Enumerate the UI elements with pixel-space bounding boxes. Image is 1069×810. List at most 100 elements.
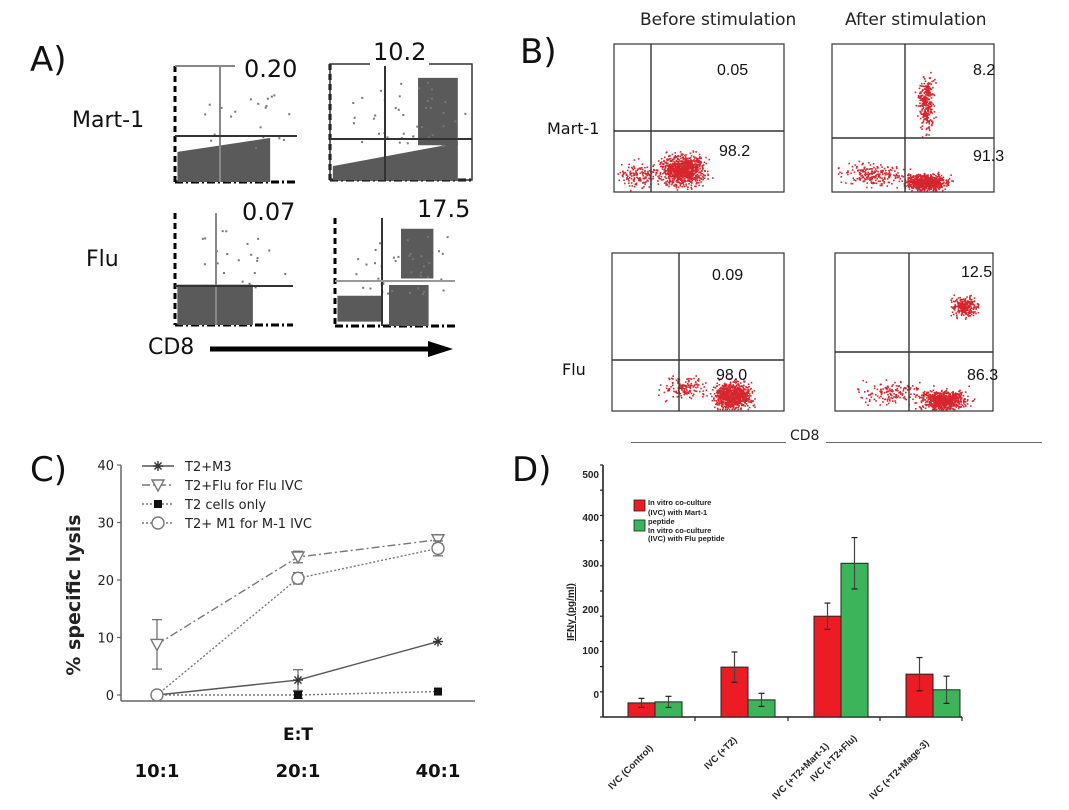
- event-dot: [683, 393, 686, 396]
- event-dot: [715, 395, 717, 398]
- y-axis-label: IFNγ (pg/ml): [566, 583, 577, 641]
- event-dot: [257, 102, 260, 105]
- event-dot: [724, 397, 726, 400]
- event-dot: [918, 186, 921, 189]
- event-dot: [712, 386, 715, 389]
- event-dot: [689, 170, 691, 173]
- event-dot: [668, 388, 670, 391]
- event-dot: [863, 391, 866, 393]
- event-dot: [916, 177, 918, 179]
- event-dot: [406, 142, 409, 145]
- event-dot: [694, 185, 696, 188]
- event-dot: [927, 82, 930, 84]
- event-dot: [931, 408, 934, 411]
- event-dot: [687, 176, 690, 178]
- event-dot: [934, 392, 936, 395]
- event-dot: [946, 402, 948, 404]
- event-dot: [922, 406, 925, 409]
- event-dot: [928, 90, 931, 92]
- event-dot: [911, 180, 913, 182]
- event-dot: [862, 176, 865, 179]
- event-dot: [839, 171, 841, 174]
- event-dot: [898, 180, 901, 183]
- event-dot: [933, 105, 936, 107]
- event-dot: [964, 310, 967, 313]
- event-dot: [859, 172, 862, 175]
- event-dot: [654, 174, 657, 176]
- event-dot: [912, 187, 915, 190]
- y-tick-label: 10: [97, 632, 114, 647]
- event-dot: [946, 387, 948, 390]
- event-dot: [747, 397, 749, 400]
- event-dot: [961, 302, 964, 304]
- event-dot: [702, 164, 705, 166]
- event-dot: [867, 173, 869, 176]
- event-dot: [861, 163, 863, 166]
- event-dot: [430, 97, 433, 100]
- event-dot: [685, 163, 688, 166]
- event-dot: [926, 184, 929, 186]
- event-dot: [909, 396, 911, 399]
- event-dot: [862, 169, 864, 172]
- event-dot: [203, 263, 206, 266]
- event-dot: [697, 380, 700, 382]
- event-dot: [626, 169, 629, 172]
- event-dot: [905, 181, 908, 184]
- event-dot: [741, 393, 743, 396]
- event-dot: [948, 393, 951, 396]
- cell-population: [337, 295, 383, 322]
- event-dot: [952, 399, 954, 401]
- event-dot: [917, 94, 920, 97]
- event-dot: [747, 405, 749, 407]
- event-dot: [933, 117, 935, 120]
- event-dot: [732, 400, 735, 402]
- event-dot: [723, 405, 726, 408]
- event-dot: [669, 160, 672, 162]
- event-dot: [724, 385, 727, 387]
- event-dot: [905, 398, 907, 401]
- event-dot: [735, 402, 738, 405]
- event-dot: [899, 396, 901, 399]
- event-dot: [922, 185, 924, 187]
- event-dot: [428, 261, 431, 264]
- event-dot: [753, 404, 756, 406]
- event-dot: [963, 309, 965, 311]
- event-dot: [869, 168, 872, 170]
- event-dot: [962, 404, 964, 406]
- event-dot: [681, 166, 684, 168]
- event-dot: [928, 98, 930, 101]
- event-dot: [923, 172, 926, 175]
- event-dot: [645, 173, 647, 176]
- event-dot: [930, 404, 933, 406]
- event-dot: [679, 172, 682, 175]
- event-dot: [717, 395, 720, 397]
- event-dot: [927, 110, 930, 112]
- event-dot: [685, 175, 687, 178]
- event-dot: [691, 168, 694, 171]
- event-dot: [921, 97, 924, 100]
- event-dot: [683, 172, 686, 175]
- event-dot: [891, 394, 893, 397]
- event-dot: [908, 183, 911, 185]
- event-dot: [680, 157, 682, 159]
- event-dot: [705, 162, 708, 165]
- event-dot: [221, 230, 224, 233]
- event-dot: [947, 184, 950, 187]
- event-dot: [963, 314, 965, 316]
- event-dot: [919, 95, 922, 98]
- event-dot: [853, 171, 856, 173]
- event-dot: [958, 304, 961, 307]
- event-dot: [739, 398, 742, 400]
- event-dot: [884, 169, 887, 172]
- event-dot: [927, 107, 930, 109]
- event-dot: [888, 398, 891, 401]
- event-dot: [928, 119, 931, 122]
- event-dot: [721, 408, 724, 411]
- event-dot: [941, 183, 944, 185]
- event-dot: [726, 402, 728, 404]
- event-dot: [899, 391, 901, 393]
- event-dot: [929, 103, 931, 106]
- event-dot: [684, 381, 687, 383]
- event-dot: [921, 189, 923, 191]
